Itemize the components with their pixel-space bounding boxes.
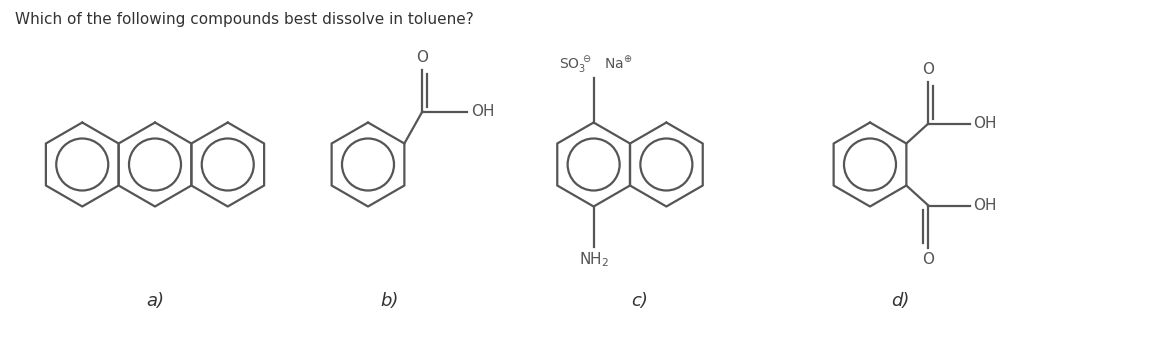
Text: O: O <box>922 62 934 78</box>
Text: OH: OH <box>471 104 495 119</box>
Text: d): d) <box>891 292 909 310</box>
Text: Na$^{\oplus}$: Na$^{\oplus}$ <box>604 55 632 72</box>
Text: SO$_3^{\,\ominus}$: SO$_3^{\,\ominus}$ <box>559 54 592 75</box>
Text: OH: OH <box>974 198 997 213</box>
Text: Which of the following compounds best dissolve in toluene?: Which of the following compounds best di… <box>15 12 473 27</box>
Text: a): a) <box>146 292 164 310</box>
Text: b): b) <box>381 292 400 310</box>
Text: OH: OH <box>974 116 997 131</box>
Text: O: O <box>922 252 934 266</box>
Text: NH$_2$: NH$_2$ <box>579 251 608 269</box>
Text: c): c) <box>632 292 648 310</box>
Text: O: O <box>416 51 429 65</box>
